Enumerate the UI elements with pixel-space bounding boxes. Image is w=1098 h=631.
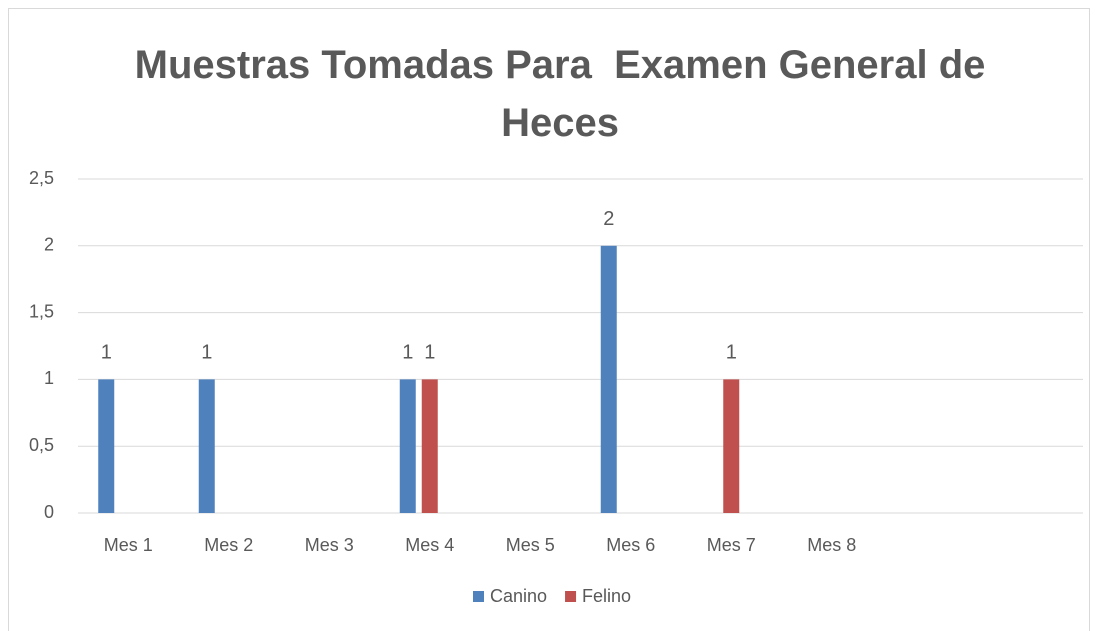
legend-swatch — [473, 591, 484, 602]
y-tick-label: 1 — [44, 368, 54, 388]
data-label: 1 — [726, 342, 737, 364]
data-label: 1 — [201, 342, 212, 364]
bar — [421, 379, 438, 513]
legend-label: Felino — [582, 586, 631, 606]
y-tick-label: 0,5 — [29, 435, 54, 455]
x-tick-label: Mes 6 — [606, 535, 655, 555]
bar — [399, 379, 416, 513]
bar — [98, 379, 115, 513]
x-tick-label: Mes 2 — [204, 535, 253, 555]
legend-swatch — [565, 591, 577, 602]
data-label: 1 — [402, 342, 413, 364]
x-tick-label: Mes 8 — [807, 535, 856, 555]
y-tick-label: 2 — [44, 235, 54, 255]
bar — [198, 379, 215, 513]
x-tick-label: Mes 1 — [104, 535, 153, 555]
y-tick-label: 2,5 — [29, 168, 54, 188]
legend-label: Canino — [490, 586, 547, 606]
x-tick-label: Mes 4 — [405, 535, 454, 555]
bar — [600, 245, 617, 514]
x-tick-label: Mes 5 — [506, 535, 555, 555]
data-label: 1 — [101, 342, 112, 364]
y-tick-label: 1,5 — [29, 301, 54, 321]
chart-frame — [8, 8, 1090, 631]
chart-title: Muestras Tomadas Para Examen General de … — [134, 43, 986, 145]
y-tick-label: 0 — [44, 502, 54, 522]
x-tick-label: Mes 7 — [707, 535, 756, 555]
x-tick-label: Mes 3 — [305, 535, 354, 555]
data-label: 2 — [603, 208, 614, 230]
bar — [723, 379, 740, 513]
data-label: 1 — [424, 342, 435, 364]
